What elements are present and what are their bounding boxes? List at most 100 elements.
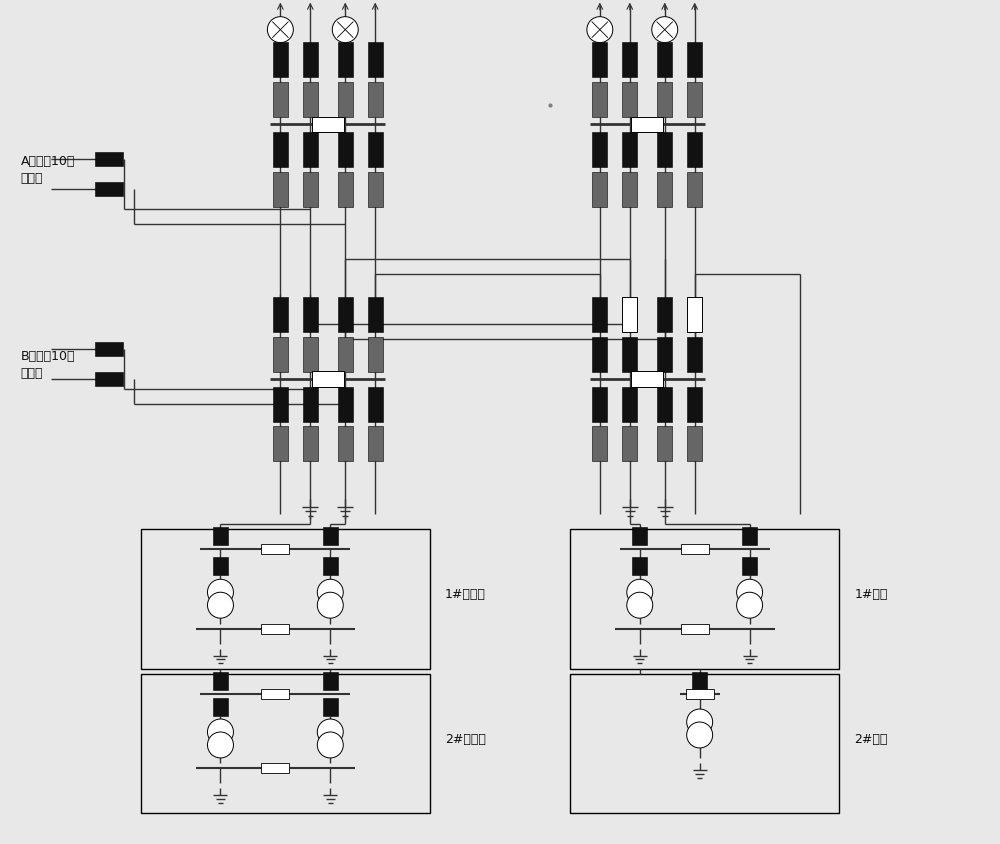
Bar (592, 83, 607, 118)
Bar (303, 173, 318, 208)
Bar (338, 83, 353, 118)
Bar (368, 173, 383, 208)
Bar (273, 297, 288, 333)
Bar (592, 43, 607, 78)
Bar (213, 672, 228, 690)
Bar (368, 83, 383, 118)
Circle shape (317, 719, 343, 745)
Bar (687, 297, 702, 333)
Circle shape (627, 592, 653, 619)
Bar (657, 387, 672, 422)
Bar (95, 154, 123, 167)
Circle shape (737, 580, 763, 605)
Bar (686, 689, 714, 699)
Bar (273, 387, 288, 422)
Bar (303, 297, 318, 333)
Bar (273, 173, 288, 208)
Text: 1#配电室: 1#配电室 (445, 587, 486, 600)
Bar (687, 427, 702, 462)
Text: 1#用户: 1#用户 (854, 587, 888, 600)
Circle shape (652, 18, 678, 44)
Bar (657, 297, 672, 333)
Bar (632, 528, 647, 545)
Text: B变电站10千
伏母线: B变电站10千 伏母线 (21, 349, 75, 380)
Bar (338, 297, 353, 333)
Bar (681, 624, 709, 634)
Bar (213, 557, 228, 575)
Bar (261, 764, 289, 773)
Bar (338, 427, 353, 462)
Bar (141, 529, 430, 668)
Bar (592, 338, 607, 372)
Bar (323, 698, 338, 716)
Circle shape (587, 18, 613, 44)
Circle shape (317, 732, 343, 758)
Bar (368, 43, 383, 78)
Bar (657, 43, 672, 78)
Text: 2#配电室: 2#配电室 (445, 732, 486, 745)
Bar (323, 672, 338, 690)
Bar (622, 83, 637, 118)
Circle shape (207, 592, 233, 619)
Bar (570, 529, 839, 668)
Bar (657, 173, 672, 208)
Bar (657, 427, 672, 462)
Bar (657, 83, 672, 118)
Bar (338, 173, 353, 208)
Bar (622, 43, 637, 78)
Bar (687, 83, 702, 118)
Bar (338, 387, 353, 422)
Bar (657, 338, 672, 372)
Bar (622, 173, 637, 208)
Bar (213, 698, 228, 716)
Circle shape (207, 732, 233, 758)
Bar (687, 43, 702, 78)
Bar (338, 133, 353, 168)
Bar (687, 338, 702, 372)
Circle shape (687, 722, 713, 748)
Bar (368, 427, 383, 462)
Bar (303, 427, 318, 462)
Bar (622, 133, 637, 168)
Bar (273, 83, 288, 118)
Bar (303, 43, 318, 78)
Circle shape (207, 719, 233, 745)
Bar (631, 371, 663, 387)
Circle shape (267, 18, 293, 44)
Bar (338, 43, 353, 78)
Bar (323, 557, 338, 575)
Circle shape (332, 18, 358, 44)
Bar (687, 173, 702, 208)
Bar (692, 672, 707, 690)
Bar (681, 544, 709, 555)
Circle shape (317, 580, 343, 605)
Bar (303, 387, 318, 422)
Bar (657, 133, 672, 168)
Bar (303, 83, 318, 118)
Bar (141, 674, 430, 814)
Circle shape (317, 592, 343, 619)
Bar (95, 343, 123, 357)
Bar (323, 528, 338, 545)
Bar (592, 133, 607, 168)
Bar (687, 133, 702, 168)
Bar (742, 528, 757, 545)
Bar (570, 674, 839, 814)
Bar (273, 427, 288, 462)
Bar (303, 133, 318, 168)
Bar (368, 297, 383, 333)
Circle shape (737, 592, 763, 619)
Bar (368, 338, 383, 372)
Bar (592, 427, 607, 462)
Bar (261, 689, 289, 699)
Bar (622, 387, 637, 422)
Bar (338, 338, 353, 372)
Bar (273, 43, 288, 78)
Bar (95, 373, 123, 387)
Bar (261, 544, 289, 555)
Bar (312, 371, 344, 387)
Bar (303, 338, 318, 372)
Circle shape (627, 580, 653, 605)
Bar (622, 297, 637, 333)
Bar (368, 387, 383, 422)
